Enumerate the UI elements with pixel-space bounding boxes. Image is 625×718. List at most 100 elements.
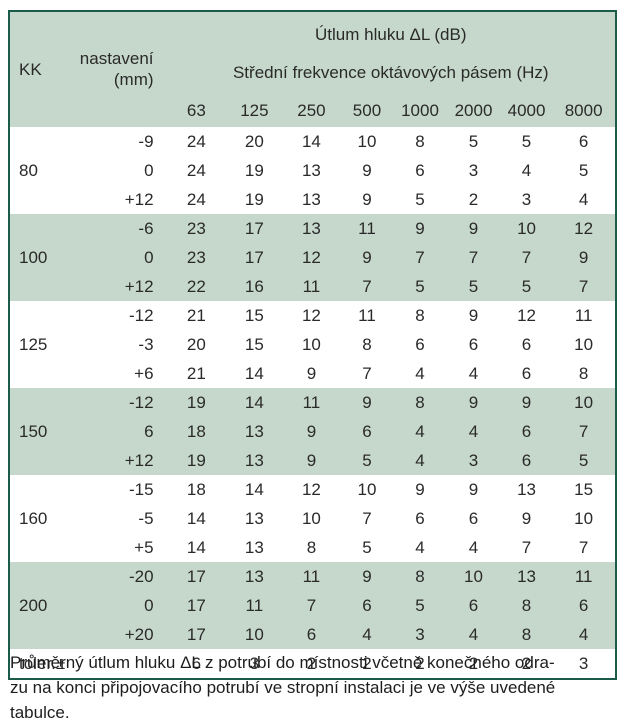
attenuation-value: 5 (446, 127, 501, 156)
attenuation-value: 3 (446, 156, 501, 185)
attenuation-value: 13 (226, 504, 283, 533)
setting-value: -20 (59, 562, 167, 591)
attenuation-value: 6 (393, 504, 447, 533)
frequency-band-header: Střední frekvence oktávových pásem (Hz) (166, 51, 616, 95)
attenuation-value: 4 (446, 533, 501, 562)
attenuation-value: 11 (340, 214, 394, 243)
attenuation-value: 8 (393, 388, 447, 417)
attenuation-value: 11 (226, 591, 283, 620)
attenuation-value: 11 (282, 562, 341, 591)
attenuation-value: 6 (393, 156, 447, 185)
attenuation-value: 9 (500, 504, 553, 533)
table-row: -5 14 13 10 7 6 6 9 10 (9, 504, 616, 533)
attenuation-table: KK nastavení (mm) Útlum hluku ΔL (dB) St… (8, 10, 617, 680)
attenuation-value: 9 (393, 214, 447, 243)
attenuation-value: 5 (393, 591, 447, 620)
table-caption: Průměrný útlum hluku ΔL z potrubí do mís… (10, 650, 618, 718)
attenuation-value: 20 (166, 330, 227, 359)
attenuation-value: 5 (393, 272, 447, 301)
table-row: 80 -9 24 20 14 10 8 5 5 6 (9, 127, 616, 214)
attenuation-value: 11 (552, 562, 616, 591)
freq-500-header: 500 (340, 95, 394, 127)
freq-1000-header: 1000 (393, 95, 447, 127)
attenuation-value: 10 (340, 127, 394, 156)
setting-value: -3 (59, 330, 167, 359)
attenuation-value: 7 (552, 272, 616, 301)
attenuation-value: 13 (500, 562, 553, 591)
attenuation-value: 13 (500, 475, 553, 504)
setting-header-line2: (mm) (113, 69, 154, 89)
attenuation-value: 5 (500, 127, 553, 156)
setting-value: -6 (59, 214, 167, 243)
setting-value: -15 (59, 475, 167, 504)
attenuation-value: 6 (340, 417, 394, 446)
table-row: 150 -12 19 14 11 9 8 9 9 10 (9, 388, 616, 475)
attenuation-value: 6 (393, 330, 447, 359)
attenuation-value: 5 (393, 185, 447, 214)
freq-2000-header: 2000 (446, 95, 501, 127)
attenuation-value: 4 (446, 359, 501, 388)
attenuation-value: 18 (166, 475, 227, 504)
attenuation-value: 23 (166, 243, 227, 272)
table-row: 100 -6 23 17 13 11 9 9 10 12 (9, 214, 616, 301)
attenuation-value: 5 (340, 533, 394, 562)
tolerance-label: toler.± (9, 649, 167, 679)
freq-8000-header: 8000 (552, 95, 616, 127)
attenuation-value: 13 (226, 446, 283, 475)
setting-header-line1: nastavení (79, 49, 154, 69)
attenuation-value: 8 (393, 127, 447, 156)
kk-value: 150 (9, 388, 60, 475)
caption-line-3: tabulce. (10, 703, 70, 718)
attenuation-value: 12 (500, 301, 553, 330)
attenuation-value: 4 (393, 417, 447, 446)
attenuation-value: 4 (340, 620, 394, 649)
setting-value: 0 (59, 156, 167, 185)
attenuation-value: 9 (340, 156, 394, 185)
header-row-frequencies: 63 125 250 500 1000 2000 4000 8000 (9, 95, 616, 127)
attenuation-value: 8 (393, 562, 447, 591)
attenuation-value: 3 (446, 446, 501, 475)
attenuation-value: 17 (226, 214, 283, 243)
attenuation-value: 2 (446, 185, 501, 214)
attenuation-value: 19 (226, 185, 283, 214)
attenuation-value: 3 (393, 620, 447, 649)
attenuation-value: 6 (500, 417, 553, 446)
attenuation-value: 10 (552, 330, 616, 359)
attenuation-value: 14 (226, 475, 283, 504)
attenuation-value: 7 (340, 504, 394, 533)
attenuation-value: 4 (500, 156, 553, 185)
table-header: KK nastavení (mm) Útlum hluku ΔL (dB) St… (9, 11, 616, 127)
tolerance-value: 6 (166, 649, 227, 679)
setting-value: 0 (59, 591, 167, 620)
attenuation-value: 24 (166, 127, 227, 156)
attenuation-value: 8 (500, 620, 553, 649)
attenuation-value: 6 (552, 591, 616, 620)
attenuation-value: 14 (226, 359, 283, 388)
attenuation-value: 9 (393, 475, 447, 504)
setting-value: +12 (59, 272, 167, 301)
setting-value: +6 (59, 359, 167, 388)
table-row: 6 18 13 9 6 4 4 6 7 (9, 417, 616, 446)
attenuation-value: 8 (340, 330, 394, 359)
kk-value: 160 (9, 475, 60, 562)
attenuation-value: 10 (282, 330, 341, 359)
table-row: +5 14 13 8 5 4 4 7 7 (9, 533, 616, 562)
kk-value: 200 (9, 562, 60, 649)
attenuation-value: 13 (282, 156, 341, 185)
attenuation-value: 4 (446, 417, 501, 446)
attenuation-value: 6 (500, 330, 553, 359)
setting-value: 6 (59, 417, 167, 446)
setting-value: -12 (59, 301, 167, 330)
header-row-title: KK nastavení (mm) Útlum hluku ΔL (dB) (9, 11, 616, 127)
tolerance-value: 3 (226, 649, 283, 679)
kk-column-header: KK (9, 11, 60, 127)
tolerance-row: toler.± 6 3 2 2 2 2 2 3 (9, 649, 616, 679)
freq-125-header: 125 (226, 95, 283, 127)
attenuation-value: 21 (166, 359, 227, 388)
attenuation-value: 7 (500, 243, 553, 272)
attenuation-value: 8 (500, 591, 553, 620)
table-row: +12 19 13 9 5 4 3 6 5 (9, 446, 616, 475)
attenuation-value: 21 (166, 301, 227, 330)
attenuation-value: 9 (446, 214, 501, 243)
attenuation-value: 10 (226, 620, 283, 649)
